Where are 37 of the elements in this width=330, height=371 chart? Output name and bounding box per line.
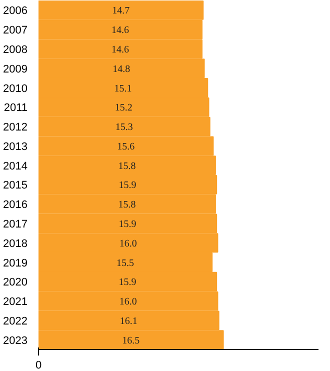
y-tick-label: 2010 xyxy=(3,82,28,95)
data-label: 15.5 xyxy=(116,258,134,269)
y-tick-label: 2020 xyxy=(3,276,28,289)
y-tick-label: 2019 xyxy=(3,257,28,270)
y-tick-label: 2016 xyxy=(3,199,28,212)
data-label: 14.6 xyxy=(112,25,130,36)
y-tick-label: 2023 xyxy=(3,334,28,347)
y-tick-label: 2022 xyxy=(3,315,28,328)
data-label: 15.9 xyxy=(118,218,136,230)
text: 0 xyxy=(35,360,42,371)
y-tick-label: 2009 xyxy=(3,63,28,76)
data-label: 15.8 xyxy=(118,160,136,172)
data-label: 15.3 xyxy=(115,122,133,134)
data-label: 16.0 xyxy=(119,296,137,308)
y-tick-label: 2021 xyxy=(3,296,28,308)
data-label: 16.1 xyxy=(120,316,138,327)
y-tick-label: 2017 xyxy=(3,218,28,230)
data-label: 16.5 xyxy=(122,335,140,346)
data-label: 15.9 xyxy=(118,277,136,288)
data-label: 14.8 xyxy=(112,64,130,75)
y-tick-label: 2018 xyxy=(3,238,28,250)
y-tick-label: 2015 xyxy=(3,180,28,192)
y-tick-label: 2007 xyxy=(3,24,28,37)
y-tick-label: 2008 xyxy=(3,44,28,56)
y-tick-label: 2014 xyxy=(3,160,28,172)
data-label: 16.0 xyxy=(119,238,137,250)
data-label: 14.7 xyxy=(112,6,130,17)
data-label: 15.8 xyxy=(118,200,136,211)
y-tick-label: 2012 xyxy=(3,122,28,134)
data-label: 15.2 xyxy=(114,102,132,114)
data-label: 14.6 xyxy=(112,44,130,56)
data-label: 15.1 xyxy=(114,83,132,94)
data-label: 15.9 xyxy=(118,180,136,192)
y-tick-label: 2011 xyxy=(4,102,28,114)
y-tick-label: 2006 xyxy=(3,5,28,18)
y-tick-label: 2013 xyxy=(3,140,28,153)
data-label: 15.6 xyxy=(117,141,135,152)
